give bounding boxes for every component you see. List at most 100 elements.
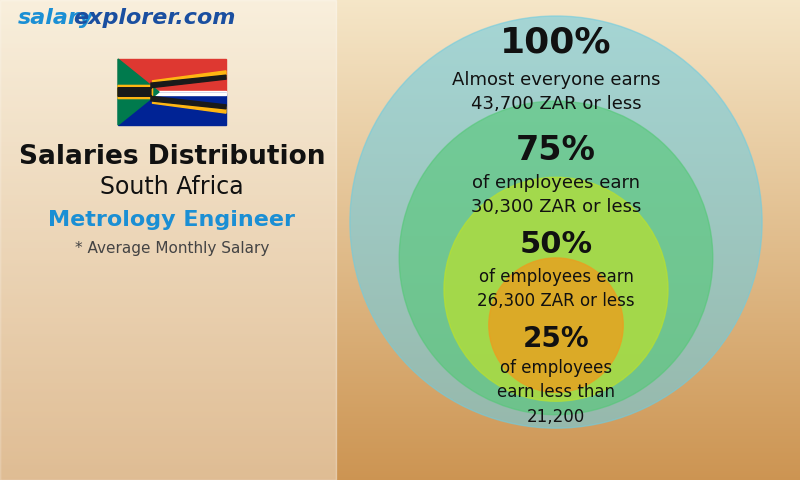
Bar [0, 173, 800, 174]
Bar [0, 466, 800, 467]
Bar [0, 359, 800, 360]
Bar [0, 53, 800, 54]
Bar [0, 98, 800, 99]
Bar [0, 345, 800, 346]
Bar [0, 225, 800, 226]
Bar [0, 206, 800, 207]
Bar [0, 189, 800, 190]
Bar [0, 237, 800, 238]
Bar [0, 274, 800, 275]
Bar [0, 298, 800, 299]
Bar [0, 411, 800, 412]
Bar [0, 186, 800, 187]
Text: 25%: 25% [522, 324, 590, 352]
Bar [0, 297, 800, 298]
Bar [0, 68, 800, 69]
Bar [0, 147, 800, 148]
Bar [0, 337, 800, 338]
Bar [0, 194, 800, 195]
Bar [0, 413, 800, 414]
Bar [0, 10, 800, 11]
Text: Almost everyone earns
43,700 ZAR or less: Almost everyone earns 43,700 ZAR or less [452, 71, 660, 113]
Bar [0, 278, 800, 279]
Bar [0, 420, 800, 421]
Bar [0, 239, 800, 240]
Bar [0, 131, 800, 132]
Bar [0, 103, 800, 104]
Circle shape [444, 177, 668, 401]
Bar [0, 386, 800, 387]
Bar [0, 400, 800, 401]
Bar [0, 66, 800, 67]
Bar [0, 104, 800, 105]
Bar [0, 230, 800, 231]
Bar [0, 342, 800, 343]
Bar [0, 216, 800, 217]
Bar [0, 287, 800, 288]
Bar [0, 299, 800, 300]
Bar [0, 409, 800, 410]
Text: of employees earn
26,300 ZAR or less: of employees earn 26,300 ZAR or less [477, 268, 635, 311]
Bar [0, 36, 800, 37]
Bar [0, 136, 800, 137]
Bar [0, 318, 800, 319]
Bar [0, 170, 800, 171]
Bar [0, 273, 800, 274]
Bar [0, 370, 800, 371]
Bar [0, 424, 800, 425]
Bar [0, 414, 800, 415]
Bar [0, 368, 800, 369]
Bar [0, 306, 800, 307]
Bar [0, 157, 800, 158]
Bar [0, 290, 800, 291]
Bar [0, 402, 800, 403]
Bar [0, 142, 800, 143]
Bar [0, 132, 800, 133]
Bar [0, 47, 800, 48]
Bar [0, 208, 800, 209]
Bar [0, 219, 800, 220]
Bar [0, 262, 800, 263]
Bar [0, 331, 800, 332]
Bar [0, 343, 800, 344]
Bar [0, 122, 800, 123]
Bar [0, 184, 800, 185]
Bar [0, 158, 800, 159]
Bar [0, 3, 800, 4]
Bar [0, 256, 800, 257]
Bar [0, 378, 800, 379]
Bar [0, 107, 800, 108]
Text: Salaries Distribution: Salaries Distribution [18, 144, 326, 170]
Bar [0, 222, 800, 223]
Bar [0, 221, 800, 222]
Bar [0, 95, 800, 96]
Bar [0, 228, 800, 229]
Bar [0, 377, 800, 378]
Bar [0, 99, 800, 100]
Bar [0, 459, 800, 460]
Bar [0, 323, 800, 324]
Bar [0, 200, 800, 201]
Bar [0, 109, 800, 110]
Bar [0, 452, 800, 453]
Bar [0, 22, 800, 23]
Bar [0, 405, 800, 406]
Bar [0, 282, 800, 283]
Bar [0, 7, 800, 8]
Bar [0, 74, 800, 75]
Bar [0, 415, 800, 416]
Bar [0, 260, 800, 261]
Bar [0, 135, 800, 136]
Bar [0, 146, 800, 147]
Bar [0, 6, 800, 7]
Bar [0, 28, 800, 29]
Bar [0, 476, 800, 477]
Bar [0, 363, 800, 364]
Bar [0, 371, 800, 372]
Bar [0, 101, 800, 102]
Bar [0, 261, 800, 262]
Bar [0, 442, 800, 443]
Bar [0, 255, 800, 256]
Bar [0, 391, 800, 392]
Bar [0, 334, 800, 335]
